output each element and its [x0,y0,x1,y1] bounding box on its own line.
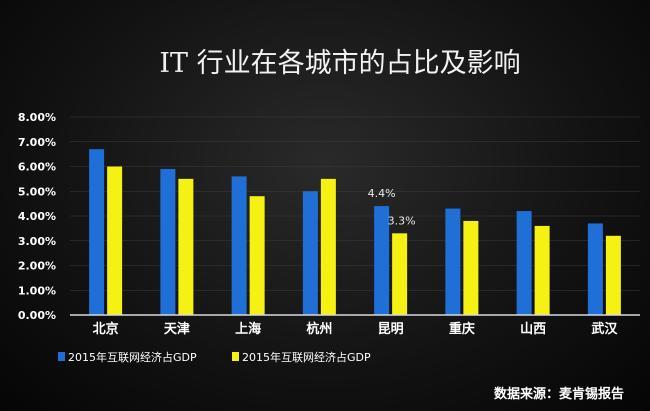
bar-yellow-7 [605,235,621,315]
bar-blue-4 [374,206,390,315]
y-tick-label: 5.00% [18,185,56,198]
y-tick-label: 7.00% [18,136,56,149]
x-tick-label: 天津 [164,321,190,337]
y-tick-label: 8.00% [18,111,56,124]
data-labels: 4.4% 3.3% [368,187,416,227]
y-tick-label: 3.00% [18,235,56,248]
y-tick-label: 2.00% [18,260,56,273]
x-tick-label: 昆明 [378,321,404,337]
x-tick-label: 杭州 [306,321,332,337]
data-label: 4.4% [368,187,396,200]
x-tick-label: 北京 [93,321,119,337]
x-axis-ticks: 北京 天津 上海 杭州 昆明 重庆 山西 武汉 [93,321,619,337]
legend-swatch [58,352,65,361]
bar-blue-3 [302,191,318,315]
bar-yellow-0 [107,166,123,315]
bar-blue-1 [160,168,176,315]
legend: 2015年互联网经济占GDP 2015年互联网经济占GDP [58,350,371,364]
x-tick-label: 上海 [235,321,261,337]
chart-title: IT 行业在各城市的占比及影响 [159,48,520,79]
legend-label: 2015年互联网经济占GDP [242,350,371,364]
x-tick-label: 武汉 [591,321,618,337]
source-note: 数据来源：麦肯锡报告 [494,386,624,402]
bar-yellow-4 [392,233,408,315]
x-tick-label: 山西 [520,321,546,337]
y-tick-label: 0.00% [18,309,56,322]
bar-yellow-3 [320,178,336,315]
grid-lines [70,116,640,291]
bar-yellow-2 [249,196,265,315]
bar-yellow-1 [178,178,194,315]
bar-blue-0 [89,149,105,315]
y-axis-ticks: 0.00% 1.00% 2.00% 3.00% 4.00% 5.00% 6.00% 7.00%… [18,111,56,322]
legend-label: 2015年互联网经济占GDP [68,350,197,364]
bar-blue-7 [587,223,603,315]
y-tick-label: 1.00% [18,284,56,297]
bar-yellow-5 [463,220,479,315]
data-label: 3.3% [388,214,416,227]
y-tick-label: 4.00% [18,210,56,223]
bar-yellow-6 [534,225,550,315]
bars [89,149,621,315]
y-tick-label: 6.00% [18,161,56,174]
x-tick-label: 重庆 [449,321,475,337]
bar-blue-6 [516,211,532,315]
legend-swatch [232,352,239,361]
bar-blue-5 [445,208,461,315]
bar-blue-2 [231,176,247,315]
